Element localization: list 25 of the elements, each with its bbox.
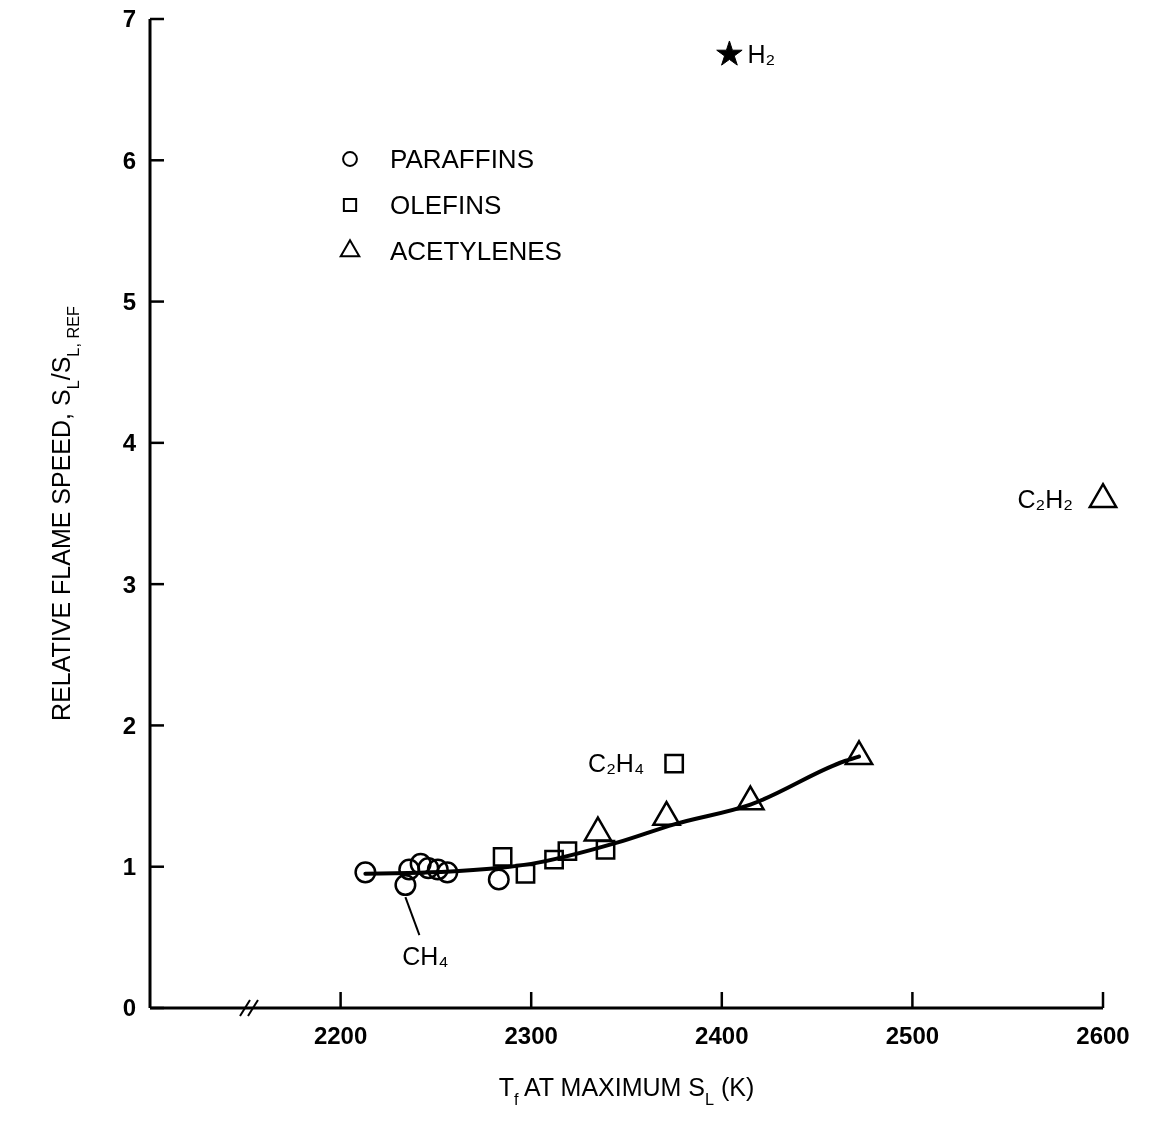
annotation: H₂ [747, 40, 776, 69]
annotation: C₂H₄ [588, 749, 645, 778]
annotation: C₂H₂ [1017, 485, 1073, 514]
y-tick-label: 0 [122, 994, 136, 1022]
x-tick-label: 2200 [313, 1022, 368, 1049]
y-tick-label: 6 [122, 146, 136, 174]
point [487, 868, 510, 891]
y-tick-label: 2 [122, 711, 136, 739]
point [716, 40, 743, 66]
annotation: CH₄ [402, 942, 449, 971]
point [664, 753, 685, 774]
y-tick-label: 7 [122, 5, 136, 33]
point [492, 846, 513, 867]
y-tick-label: 3 [122, 570, 136, 598]
y-tick-label: 1 [122, 853, 136, 881]
legend-label: OLEFINS [390, 190, 502, 221]
x-tick-label: 2500 [885, 1022, 940, 1049]
x-tick-label: 2400 [695, 1022, 749, 1049]
x-tick-label: 2600 [1076, 1022, 1130, 1049]
y-tick-label: 4 [122, 429, 137, 457]
x-tick-label: 2300 [504, 1022, 558, 1049]
legend-label: ACETYLENES [390, 236, 562, 267]
x-axis-title: T$_{f}$ AT MAXIMUM S$_{L}$ (K) [498, 1073, 755, 1108]
legend-label: PARAFFINS [390, 144, 534, 175]
y-tick-label: 5 [122, 287, 136, 315]
